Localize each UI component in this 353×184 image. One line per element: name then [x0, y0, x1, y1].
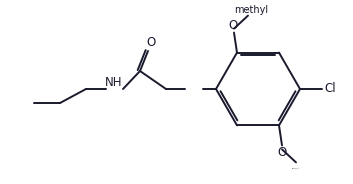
Text: methyl_bot: methyl_bot [292, 167, 300, 169]
Text: Cl: Cl [324, 82, 336, 95]
Text: methyl: methyl [246, 10, 250, 11]
Text: O: O [146, 36, 156, 49]
Text: methyl: methyl [234, 5, 268, 15]
Text: O: O [277, 146, 287, 159]
Text: NH: NH [105, 75, 123, 89]
Text: O: O [228, 19, 238, 32]
